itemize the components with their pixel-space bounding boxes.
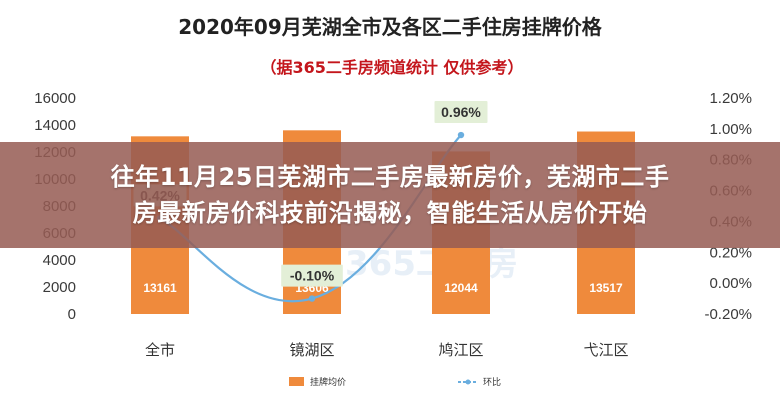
left-tick-label: 16000 xyxy=(34,90,76,107)
right-tick-label: -0.20% xyxy=(704,306,752,323)
bar-value-label: 13161 xyxy=(143,281,177,295)
legend-marker-line xyxy=(465,379,471,385)
line-point xyxy=(457,131,465,139)
headline-banner: 往年11月25日芜湖市二手房最新房价，芜湖市二手 房最新房价科技前沿揭秘，智能生… xyxy=(0,142,780,248)
category-axis: 全市 镜湖区 鸠江区 弋江区 xyxy=(145,341,629,359)
category-label: 鸠江区 xyxy=(438,341,483,359)
line-point-label-bg xyxy=(434,101,488,124)
bar-value-label: 12044 xyxy=(444,281,478,295)
headline-line-2: 房最新房价科技前沿揭秘，智能生活从房价开始 xyxy=(132,199,648,227)
line-point xyxy=(308,295,316,302)
watermark-text: 365二手房 xyxy=(345,244,518,284)
right-tick-label: 0.00% xyxy=(709,275,752,292)
left-tick-label: 4000 xyxy=(43,252,76,269)
bar-value-label: 13517 xyxy=(589,281,623,295)
right-tick-label: 1.20% xyxy=(709,90,752,107)
left-tick-label: 2000 xyxy=(43,279,76,296)
right-tick-label: 0.20% xyxy=(709,244,752,261)
legend-swatch-bar xyxy=(289,377,304,386)
legend: 挂牌均价 环比 xyxy=(289,376,501,388)
headline-line-1: 往年11月25日芜湖市二手房最新房价，芜湖市二手 xyxy=(110,163,670,191)
category-label: 弋江区 xyxy=(583,341,628,359)
legend-label-line: 环比 xyxy=(483,376,501,388)
category-label: 全市 xyxy=(145,341,175,359)
left-tick-label: 0 xyxy=(68,306,76,323)
right-tick-label: 1.00% xyxy=(709,121,752,138)
line-point-label-bg xyxy=(281,264,343,287)
left-tick-label: 14000 xyxy=(34,117,76,134)
chart-subtitle: （据365二手房频道统计 仅供参考） xyxy=(261,58,524,77)
line-point-label: 0.96% xyxy=(441,104,481,120)
chart-title: 2020年09月芜湖全市及各区二手住房挂牌价格 xyxy=(178,15,602,39)
category-label: 镜湖区 xyxy=(289,341,334,359)
line-point-label: -0.10% xyxy=(290,268,335,284)
legend-label-bar: 挂牌均价 xyxy=(310,376,346,388)
